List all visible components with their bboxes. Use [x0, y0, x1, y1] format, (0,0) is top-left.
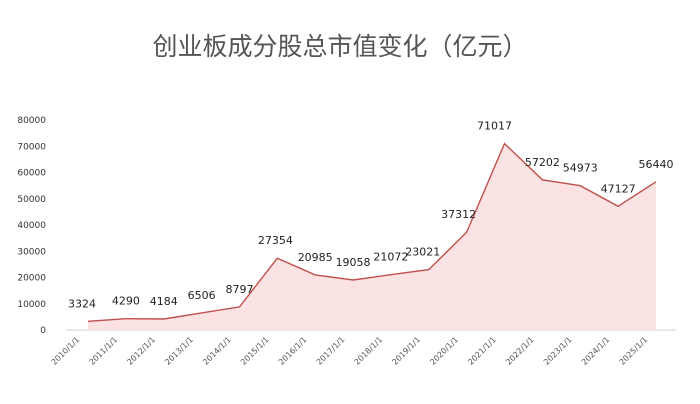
plot-area: [87, 142, 657, 330]
y-tick-label: 30000: [17, 247, 46, 257]
y-tick-label: 60000: [17, 169, 46, 179]
y-tick-label: 80000: [17, 116, 46, 126]
x-tick-label: 2010/1/1: [50, 335, 82, 367]
series-line: [87, 142, 657, 322]
x-tick-label: 2011/1/1: [88, 335, 120, 367]
x-axis: 2010/1/1 2011/1/1 2012/1/1 2013/1/1 2014/1/1…: [50, 335, 650, 367]
data-label: 37312: [441, 208, 476, 221]
x-tick-label: 2015/1/1: [239, 335, 271, 367]
y-tick-label: 0: [40, 326, 46, 336]
y-tick-label: 10000: [17, 300, 46, 310]
data-label: 4184: [150, 295, 178, 308]
data-labels: 3324 4290 4184 6506 8797 27354 20985 19058 21072…: [68, 120, 674, 311]
chart-title: 创业板成分股总市值变化（亿元）: [152, 32, 527, 61]
x-tick-label: 2012/1/1: [125, 335, 157, 367]
data-label: 4290: [112, 295, 140, 308]
data-label: 3324: [68, 297, 96, 310]
y-tick-label: 50000: [17, 195, 46, 205]
x-tick-label: 2016/1/1: [277, 335, 309, 367]
data-label: 47127: [601, 182, 636, 195]
x-tick-label: 2025/1/1: [618, 335, 650, 367]
data-label: 54973: [563, 162, 598, 175]
x-tick-label: 2013/1/1: [163, 335, 195, 367]
data-label: 27354: [258, 234, 293, 247]
x-tick-label: 2024/1/1: [580, 335, 612, 367]
x-tick-label: 2022/1/1: [504, 335, 536, 367]
data-label: 57202: [525, 156, 560, 169]
y-tick-label: 40000: [17, 221, 46, 231]
data-label: 71017: [477, 120, 512, 133]
data-label: 56440: [639, 158, 674, 171]
x-tick-label: 2023/1/1: [542, 335, 574, 367]
x-tick-label: 2020/1/1: [428, 335, 460, 367]
x-tick-label: 2019/1/1: [390, 335, 422, 367]
data-label: 8797: [225, 283, 253, 296]
x-tick-label: 2017/1/1: [315, 335, 347, 367]
y-tick-label: 70000: [17, 142, 46, 152]
data-label: 23021: [405, 246, 440, 259]
data-label: 21072: [373, 251, 408, 264]
x-tick-label: 2018/1/1: [353, 335, 385, 367]
data-label: 20985: [298, 251, 333, 264]
data-label: 19058: [336, 256, 371, 269]
series-area: [88, 143, 656, 330]
x-tick-label: 2021/1/1: [466, 335, 498, 367]
data-label: 6506: [188, 289, 216, 302]
y-tick-label: 20000: [17, 274, 46, 284]
x-tick-label: 2014/1/1: [201, 335, 233, 367]
